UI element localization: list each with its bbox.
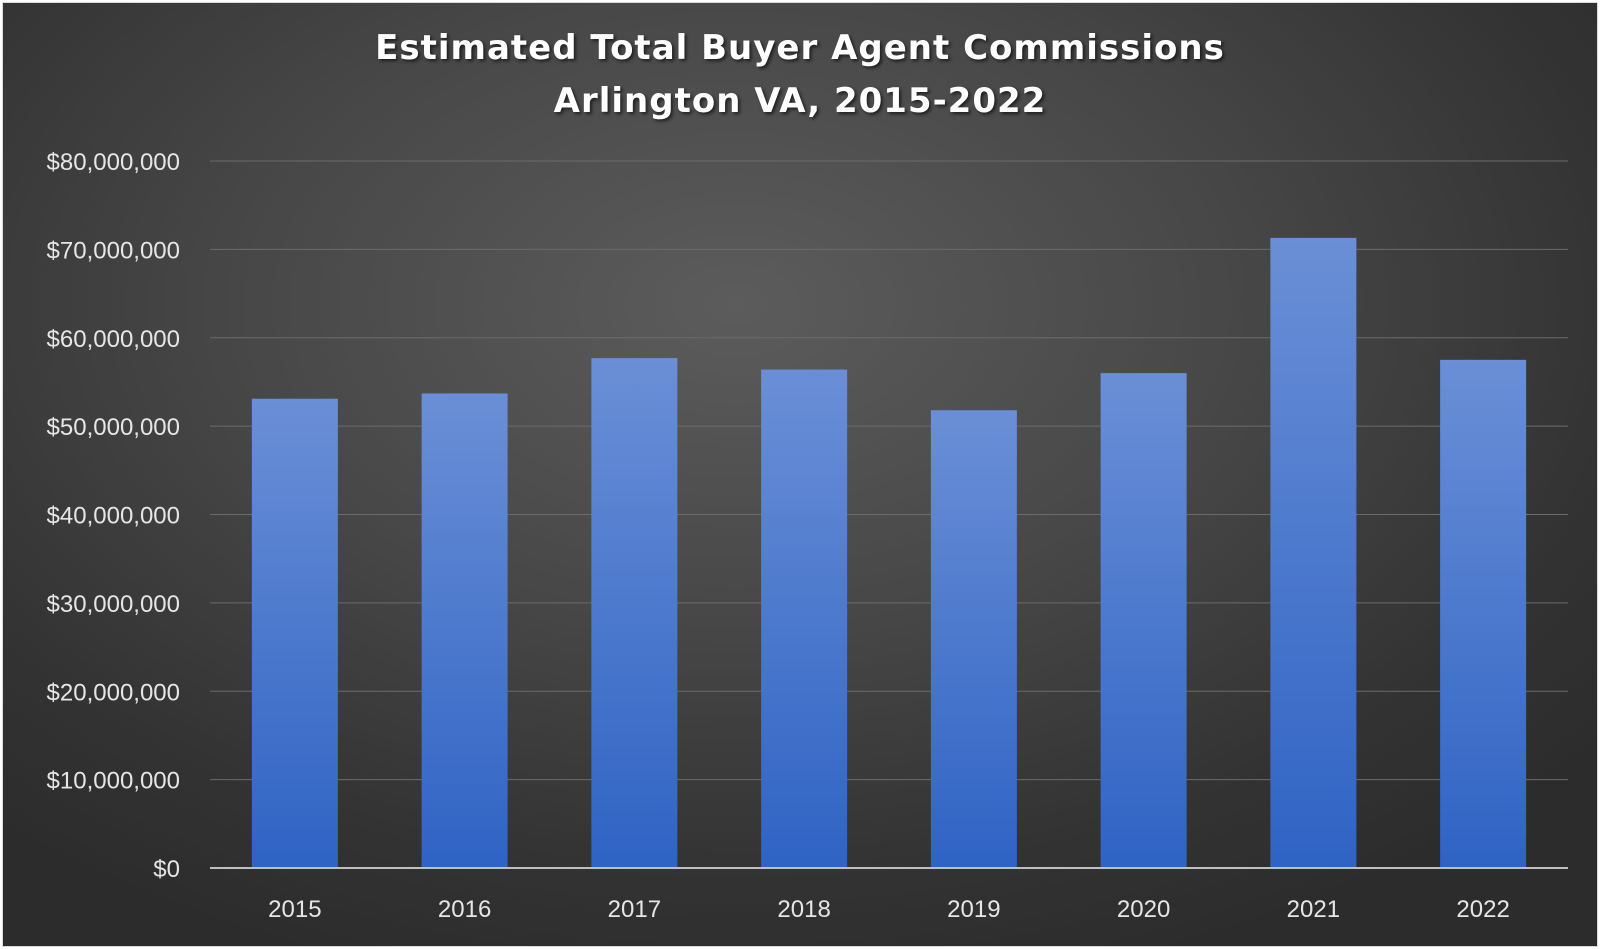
x-tick-label: 2019 (947, 896, 1000, 923)
y-tick-label: $70,000,000 (47, 237, 180, 264)
x-tick-label: 2022 (1456, 896, 1509, 923)
bar-2020 (1100, 373, 1187, 868)
y-tick-label: $10,000,000 (47, 768, 180, 795)
bar-2015 (251, 398, 338, 868)
y-tick-label: $80,000,000 (47, 149, 180, 176)
y-axis-tick-labels: $0 $10,000,000 $20,000,000 $30,000,000 $40,0… (47, 149, 180, 883)
gridlines (210, 160, 1568, 781)
bar-2021 (1270, 237, 1357, 869)
chart-subtitle: Arlington VA, 2015-2022 (553, 81, 1047, 121)
y-tick-label: $30,000,000 (47, 591, 180, 618)
bar-2019 (930, 410, 1017, 868)
bar-2018 (761, 369, 848, 868)
x-tick-label: 2017 (608, 896, 661, 923)
x-tick-label: 2020 (1117, 896, 1170, 923)
bar-2022 (1440, 359, 1527, 868)
y-tick-label: $50,000,000 (47, 414, 180, 441)
y-tick-label: $60,000,000 (47, 326, 180, 353)
x-tick-label: 2016 (438, 896, 491, 923)
x-tick-label: 2021 (1287, 896, 1340, 923)
y-tick-label: $20,000,000 (47, 679, 180, 706)
y-tick-label: $0 (153, 856, 180, 883)
bars (251, 237, 1527, 869)
bar-2017 (591, 358, 678, 868)
x-tick-label: 2018 (777, 896, 830, 923)
bar-2016 (421, 393, 508, 868)
y-tick-label: $40,000,000 (47, 503, 180, 530)
chart-title: Estimated Total Buyer Agent Commissions (375, 28, 1225, 68)
x-axis-tick-labels: 2015 2016 2017 2018 2019 2020 2021 2022 (268, 896, 1510, 923)
x-tick-label: 2015 (268, 896, 321, 923)
chart-title-block: Estimated Total Buyer Agent Commissions … (0, 22, 1600, 128)
